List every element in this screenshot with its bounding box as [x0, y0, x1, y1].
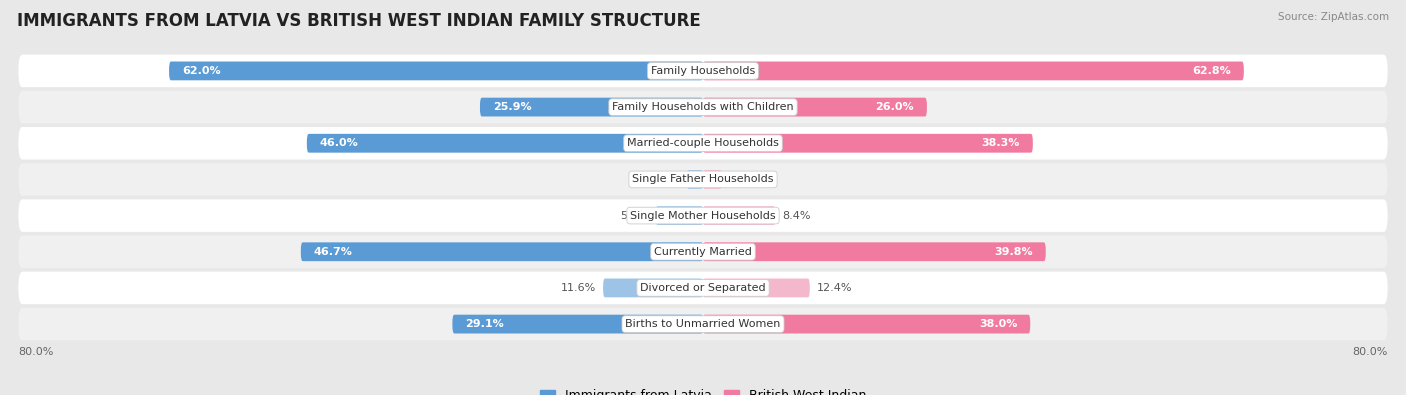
Text: IMMIGRANTS FROM LATVIA VS BRITISH WEST INDIAN FAMILY STRUCTURE: IMMIGRANTS FROM LATVIA VS BRITISH WEST I…: [17, 12, 700, 30]
FancyBboxPatch shape: [453, 315, 703, 333]
FancyBboxPatch shape: [703, 134, 1033, 152]
FancyBboxPatch shape: [703, 243, 1046, 261]
Text: Family Households with Children: Family Households with Children: [612, 102, 794, 112]
FancyBboxPatch shape: [18, 199, 1388, 232]
Text: 12.4%: 12.4%: [817, 283, 852, 293]
Text: Births to Unmarried Women: Births to Unmarried Women: [626, 319, 780, 329]
FancyBboxPatch shape: [703, 98, 927, 117]
FancyBboxPatch shape: [703, 62, 1244, 80]
FancyBboxPatch shape: [703, 206, 775, 225]
Text: Single Father Households: Single Father Households: [633, 175, 773, 184]
Text: 8.4%: 8.4%: [782, 211, 811, 220]
Legend: Immigrants from Latvia, British West Indian: Immigrants from Latvia, British West Ind…: [534, 384, 872, 395]
FancyBboxPatch shape: [18, 308, 1388, 340]
FancyBboxPatch shape: [18, 127, 1388, 160]
Text: Single Mother Households: Single Mother Households: [630, 211, 776, 220]
Text: Married-couple Households: Married-couple Households: [627, 138, 779, 148]
FancyBboxPatch shape: [703, 278, 810, 297]
Text: 25.9%: 25.9%: [494, 102, 531, 112]
FancyBboxPatch shape: [18, 91, 1388, 123]
Text: 62.8%: 62.8%: [1192, 66, 1230, 76]
FancyBboxPatch shape: [479, 98, 703, 117]
Text: Source: ZipAtlas.com: Source: ZipAtlas.com: [1278, 12, 1389, 22]
Text: 80.0%: 80.0%: [1353, 346, 1388, 357]
Text: Divorced or Separated: Divorced or Separated: [640, 283, 766, 293]
FancyBboxPatch shape: [307, 134, 703, 152]
Text: 26.0%: 26.0%: [876, 102, 914, 112]
FancyBboxPatch shape: [655, 206, 703, 225]
FancyBboxPatch shape: [301, 243, 703, 261]
FancyBboxPatch shape: [703, 315, 1031, 333]
Text: 46.0%: 46.0%: [319, 138, 359, 148]
FancyBboxPatch shape: [18, 55, 1388, 87]
Text: 29.1%: 29.1%: [465, 319, 505, 329]
Text: 62.0%: 62.0%: [181, 66, 221, 76]
Text: 39.8%: 39.8%: [994, 247, 1033, 257]
Text: 80.0%: 80.0%: [18, 346, 53, 357]
Text: Currently Married: Currently Married: [654, 247, 752, 257]
Text: 46.7%: 46.7%: [314, 247, 353, 257]
FancyBboxPatch shape: [603, 278, 703, 297]
Text: 5.5%: 5.5%: [620, 211, 648, 220]
FancyBboxPatch shape: [18, 163, 1388, 196]
Text: Family Households: Family Households: [651, 66, 755, 76]
Text: 2.2%: 2.2%: [728, 175, 758, 184]
Text: 38.3%: 38.3%: [981, 138, 1019, 148]
FancyBboxPatch shape: [18, 272, 1388, 304]
FancyBboxPatch shape: [703, 170, 721, 189]
FancyBboxPatch shape: [686, 170, 703, 189]
FancyBboxPatch shape: [18, 235, 1388, 268]
Text: 1.9%: 1.9%: [651, 175, 679, 184]
Text: 11.6%: 11.6%: [561, 283, 596, 293]
Text: 38.0%: 38.0%: [979, 319, 1018, 329]
FancyBboxPatch shape: [169, 62, 703, 80]
